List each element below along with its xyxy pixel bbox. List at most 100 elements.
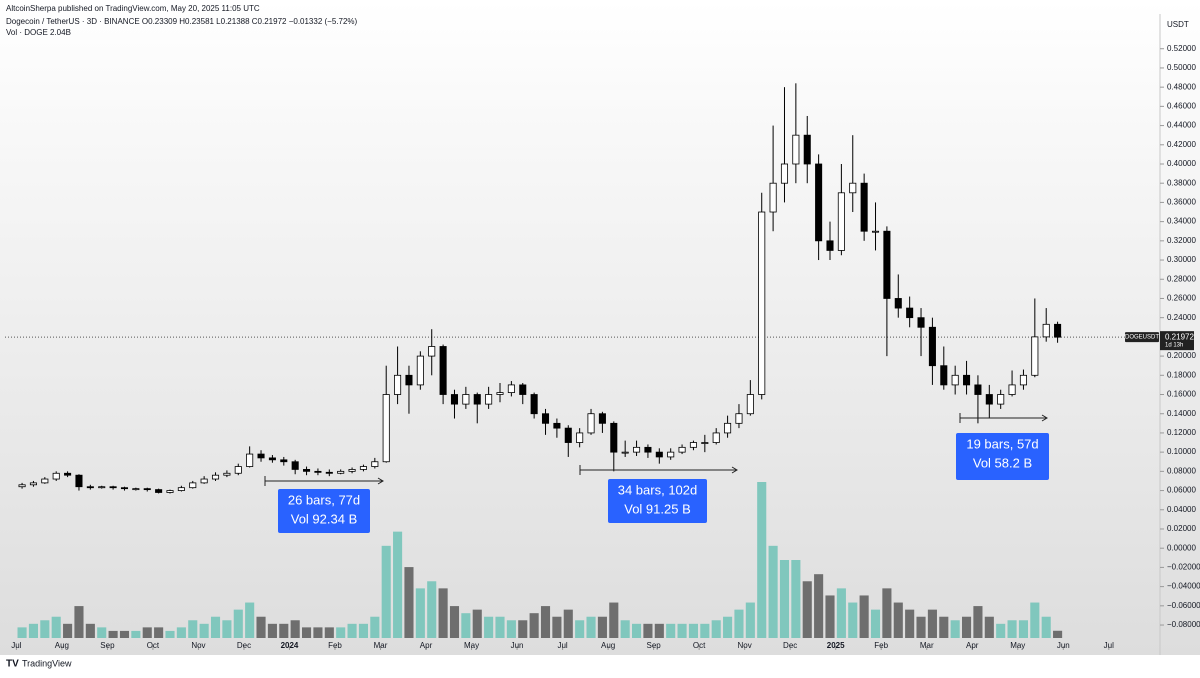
candle-body — [98, 486, 106, 489]
candle-body — [906, 307, 914, 319]
candle-body — [200, 478, 208, 484]
volume-bar — [165, 630, 175, 638]
volume-bar — [1007, 620, 1017, 638]
volume-bar — [905, 609, 915, 638]
candle-body — [234, 466, 242, 474]
volume-bar — [427, 581, 437, 638]
volume-bar — [791, 560, 801, 638]
volume-bar — [74, 606, 84, 638]
volume-bar — [63, 623, 73, 638]
candle-body — [1008, 384, 1016, 395]
y-tick-label: 0.12000 — [1167, 428, 1196, 437]
candle-body — [428, 346, 436, 357]
candle-body — [405, 374, 413, 386]
candle-body — [860, 182, 868, 232]
volume-bar — [734, 609, 744, 638]
volume-bar — [927, 609, 937, 638]
candle-body — [974, 384, 982, 395]
volume-bar — [97, 627, 107, 638]
y-tick-label: 0.06000 — [1167, 486, 1196, 495]
candle-body — [792, 134, 800, 165]
measure-text: Vol 58.2 B — [973, 455, 1032, 470]
candle-body — [280, 459, 288, 463]
volume-bar — [654, 623, 664, 638]
volume-bar — [176, 627, 186, 638]
candle-body — [155, 489, 163, 493]
x-tick-label: Aug — [55, 641, 69, 650]
candle-body — [655, 451, 663, 458]
volume-bar — [643, 623, 653, 638]
volume-bar — [347, 623, 357, 638]
candle-body — [951, 374, 959, 386]
volume-bar — [870, 609, 881, 638]
volume-bar — [438, 588, 448, 638]
volume-bar — [996, 623, 1006, 638]
x-tick-label: Apr — [966, 641, 979, 650]
candle-body — [780, 163, 789, 184]
logo-text: TradingView — [22, 658, 72, 668]
volume-bar — [336, 627, 346, 638]
y-tick-label: 0.04000 — [1167, 505, 1196, 514]
logo: TV TradingView — [6, 658, 72, 669]
volume-bar — [540, 606, 551, 638]
candle-body — [291, 461, 299, 470]
volume-bar — [848, 602, 858, 638]
candle-body — [803, 134, 811, 165]
candle-body — [1054, 323, 1062, 338]
footer — [0, 655, 1200, 673]
volume-bar — [893, 602, 903, 638]
candle-body — [621, 451, 629, 454]
volume-bar — [267, 623, 277, 638]
y-tick-label: 0.20000 — [1167, 351, 1196, 360]
candle-body — [29, 482, 37, 486]
y-tick-label: 0.40000 — [1167, 159, 1196, 168]
volume-bar — [723, 616, 733, 638]
candle-body — [325, 471, 333, 474]
candle-body — [246, 453, 254, 467]
publisher: AltcoinSherpa published on TradingView.c… — [6, 4, 260, 13]
volume-bar — [302, 627, 312, 638]
y-tick-label: 0.42000 — [1167, 140, 1196, 149]
volume-bar — [802, 581, 812, 638]
volume-bar — [768, 545, 778, 638]
volume-bar — [404, 567, 414, 638]
candle-body — [371, 461, 379, 467]
volume-bar — [370, 616, 380, 638]
candle-body — [75, 474, 83, 488]
volume-bar — [210, 616, 221, 638]
y-tick-label: 0.46000 — [1167, 101, 1196, 110]
candle-body — [143, 488, 151, 491]
candle-body — [337, 470, 345, 474]
volume-bar — [313, 627, 323, 638]
x-tick-label: Feb — [328, 641, 342, 650]
candle-body — [303, 469, 311, 472]
currency: USDT — [1167, 20, 1189, 29]
candle-body — [871, 230, 880, 233]
candle-body — [724, 422, 732, 434]
y-tick-label: 0.18000 — [1167, 370, 1196, 379]
volume-bar — [233, 609, 243, 638]
volume-bar — [882, 588, 892, 638]
volume-bar — [28, 623, 38, 638]
candle-body — [917, 317, 925, 328]
candle-body — [849, 182, 857, 194]
candle-body — [52, 472, 60, 480]
x-tick-label: Oct — [147, 641, 160, 650]
candle-body — [997, 394, 1005, 405]
measure-arrow — [377, 477, 384, 485]
y-tick-label: 0.28000 — [1167, 274, 1196, 283]
candle-body — [689, 442, 697, 448]
volume-bar — [814, 574, 824, 638]
volume-bar — [222, 620, 232, 638]
x-tick-label: Dec — [237, 641, 251, 650]
measure-arrow — [731, 466, 738, 474]
candle-body — [1031, 336, 1039, 376]
candle-body — [450, 394, 459, 405]
volume-bar — [449, 606, 460, 638]
y-tick-label: 0.02000 — [1167, 524, 1196, 533]
y-tick-label: 0.14000 — [1167, 409, 1196, 418]
volume-bar — [461, 613, 471, 638]
volume-bar — [586, 616, 596, 638]
x-tick-label: May — [1010, 641, 1025, 650]
